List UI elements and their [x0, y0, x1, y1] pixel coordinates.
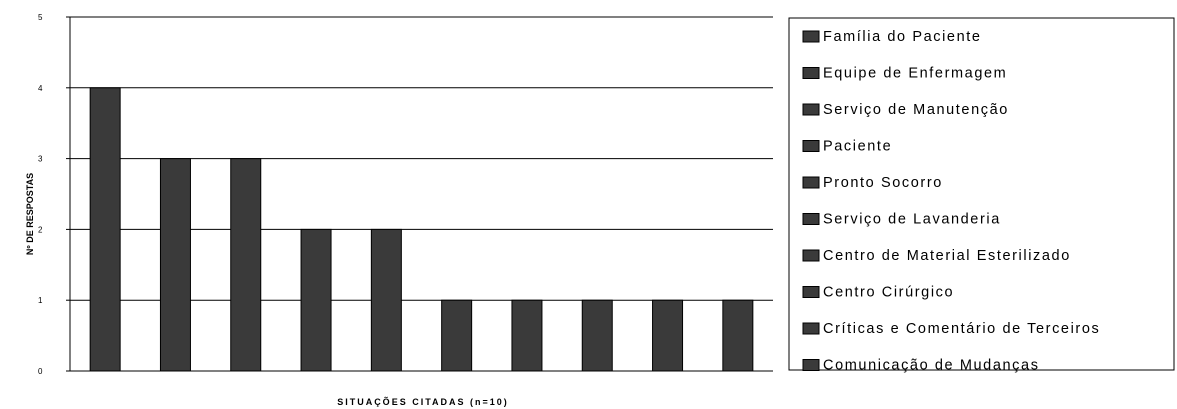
legend-label: Centro Cirúrgico — [823, 285, 954, 301]
bar-7 — [511, 299, 543, 372]
legend-label: Família do Paciente — [823, 29, 982, 45]
y-tick-label: 4 — [38, 84, 43, 93]
y-tick-label: 3 — [38, 155, 43, 164]
legend-swatch — [802, 140, 820, 152]
legend-swatch — [802, 359, 820, 371]
legend-label: Paciente — [823, 139, 892, 155]
legend-swatch — [802, 103, 820, 116]
legend-swatch — [802, 213, 820, 225]
legend-swatch — [802, 322, 820, 335]
legend-swatch — [802, 249, 820, 262]
y-tick-label: 0 — [38, 367, 43, 376]
legend: Família do Paciente Equipe de Enfermagem S… — [802, 29, 1100, 374]
legend-label: Serviço de Lavanderia — [823, 212, 1001, 228]
legend-swatch — [802, 176, 820, 189]
y-axis-title: Nº DE RESPOSTAS — [25, 173, 35, 255]
legend-label: Serviço de Manutenção — [823, 102, 1009, 118]
legend-label: Pronto Socorro — [823, 175, 943, 191]
bars — [89, 87, 754, 372]
y-tick-label: 2 — [38, 225, 43, 234]
legend-label: Centro de Material Esterilizado — [823, 248, 1071, 264]
legend-label: Críticas e Comentário de Terceiros — [823, 321, 1100, 337]
bar-3 — [230, 158, 262, 372]
legend-swatch — [802, 286, 820, 298]
y-tick-label: 5 — [38, 13, 43, 22]
y-tick-label: 1 — [38, 296, 43, 305]
bar-8 — [581, 299, 613, 372]
legend-box — [788, 17, 1175, 371]
legend-swatch — [802, 30, 820, 43]
bar-10 — [722, 299, 754, 372]
legend-label: Equipe de Enfermagem — [823, 66, 1007, 82]
bar-1 — [89, 87, 121, 372]
bar-4 — [300, 228, 332, 372]
bar-5 — [370, 228, 402, 372]
x-axis-title: SITUAÇÕES CITADAS (n=10) — [337, 397, 509, 407]
legend-swatch — [802, 67, 820, 79]
legend-label: Comunicação de Mudanças — [823, 358, 1040, 374]
bar-2 — [159, 158, 191, 372]
y-tick-labels: 0 1 2 3 4 5 — [38, 13, 70, 376]
bar-6 — [441, 299, 473, 372]
bar-9 — [652, 299, 684, 372]
